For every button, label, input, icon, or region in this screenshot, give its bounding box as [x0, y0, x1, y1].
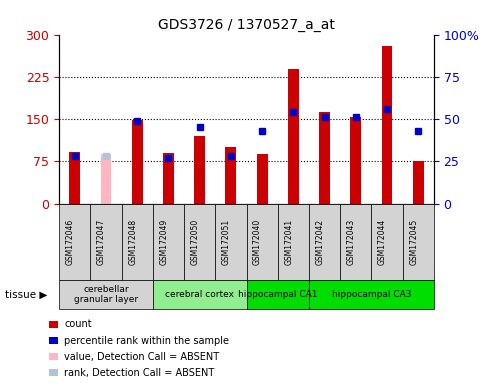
- Text: GSM172043: GSM172043: [347, 219, 356, 265]
- Text: GSM172045: GSM172045: [409, 219, 418, 265]
- Bar: [163, 153, 174, 204]
- Text: GSM172042: GSM172042: [316, 219, 324, 265]
- Bar: [382, 46, 392, 204]
- Text: percentile rank within the sample: percentile rank within the sample: [64, 336, 229, 346]
- Text: count: count: [64, 319, 92, 329]
- Text: GSM172050: GSM172050: [191, 219, 200, 265]
- Text: GSM172044: GSM172044: [378, 219, 387, 265]
- Bar: [288, 70, 299, 204]
- Text: GSM172041: GSM172041: [284, 219, 293, 265]
- Text: GSM172048: GSM172048: [128, 219, 137, 265]
- Text: GSM172051: GSM172051: [222, 219, 231, 265]
- Bar: [194, 136, 205, 204]
- Bar: [319, 112, 330, 204]
- Bar: [101, 154, 111, 204]
- Bar: [132, 120, 142, 204]
- Text: GSM172040: GSM172040: [253, 219, 262, 265]
- Text: cerebral cortex: cerebral cortex: [165, 290, 234, 299]
- Text: GSM172046: GSM172046: [66, 219, 75, 265]
- Text: GSM172047: GSM172047: [97, 219, 106, 265]
- Bar: [257, 154, 268, 204]
- Bar: [70, 152, 80, 204]
- Text: rank, Detection Call = ABSENT: rank, Detection Call = ABSENT: [64, 368, 214, 378]
- Title: GDS3726 / 1370527_a_at: GDS3726 / 1370527_a_at: [158, 18, 335, 32]
- Text: hippocampal CA1: hippocampal CA1: [238, 290, 317, 299]
- Bar: [351, 118, 361, 204]
- Text: value, Detection Call = ABSENT: value, Detection Call = ABSENT: [64, 352, 219, 362]
- Bar: [413, 161, 423, 204]
- Bar: [225, 147, 236, 204]
- Text: hippocampal CA3: hippocampal CA3: [332, 290, 411, 299]
- Text: tissue ▶: tissue ▶: [5, 290, 47, 300]
- Text: GSM172049: GSM172049: [159, 219, 169, 265]
- Text: cerebellar
granular layer: cerebellar granular layer: [74, 285, 138, 305]
